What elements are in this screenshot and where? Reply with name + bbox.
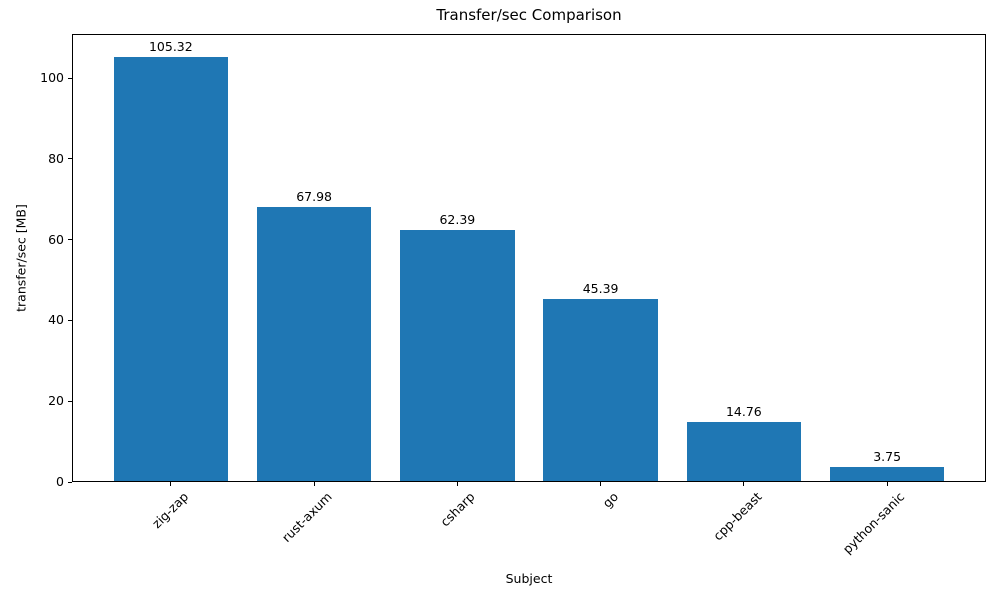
y-tick-mark <box>68 319 72 321</box>
x-tick-label-csharp: csharp <box>437 489 478 530</box>
plot-area: 105.32 67.98 62.39 45.39 14.76 3.75 <box>72 34 986 482</box>
x-tick-label-go: go <box>599 489 622 511</box>
y-tick-label: 100 <box>40 70 64 86</box>
bar-value-label: 105.32 <box>148 38 193 54</box>
x-tick-mark <box>743 482 745 486</box>
y-tick-mark <box>68 158 72 160</box>
y-tick-mark <box>68 481 72 483</box>
x-tick-mark <box>456 482 458 486</box>
chart-title: Transfer/sec Comparison <box>436 6 622 24</box>
bar-value-label: 67.98 <box>296 189 333 205</box>
x-tick-label-zig-zap: zig-zap <box>149 489 192 532</box>
y-tick-label: 20 <box>48 393 64 409</box>
bar-python-sanic <box>829 466 945 482</box>
y-tick-label: 80 <box>48 150 64 166</box>
bar-value-label: 62.39 <box>439 211 476 227</box>
x-tick-mark <box>313 482 315 486</box>
bar-value-label: 14.76 <box>725 404 762 420</box>
bar-go <box>543 298 658 482</box>
bar-rust-axum <box>256 207 372 482</box>
bar-csharp <box>400 229 515 482</box>
bar-value-label: 45.39 <box>582 280 619 296</box>
y-tick-label: 40 <box>48 312 64 328</box>
x-tick-mark <box>886 482 888 486</box>
x-tick-mark <box>170 482 172 486</box>
x-axis-label: Subject <box>505 571 553 586</box>
x-tick-mark <box>600 482 602 486</box>
y-tick-label: 60 <box>48 231 64 247</box>
bar-cpp-beast <box>686 422 802 482</box>
y-axis-label: transfer/sec [MB] <box>13 204 29 312</box>
bar-value-label: 3.75 <box>873 448 902 464</box>
y-tick-mark <box>68 77 72 79</box>
bar-zig-zap <box>113 56 229 482</box>
x-tick-label-rust-axum: rust-axum <box>278 489 335 545</box>
x-tick-label-cpp-beast: cpp-beast <box>710 489 765 544</box>
x-tick-label-python-sanic: python-sanic <box>840 489 908 557</box>
y-tick-mark <box>68 400 72 402</box>
y-tick-mark <box>68 239 72 241</box>
y-tick-label: 0 <box>56 474 64 489</box>
